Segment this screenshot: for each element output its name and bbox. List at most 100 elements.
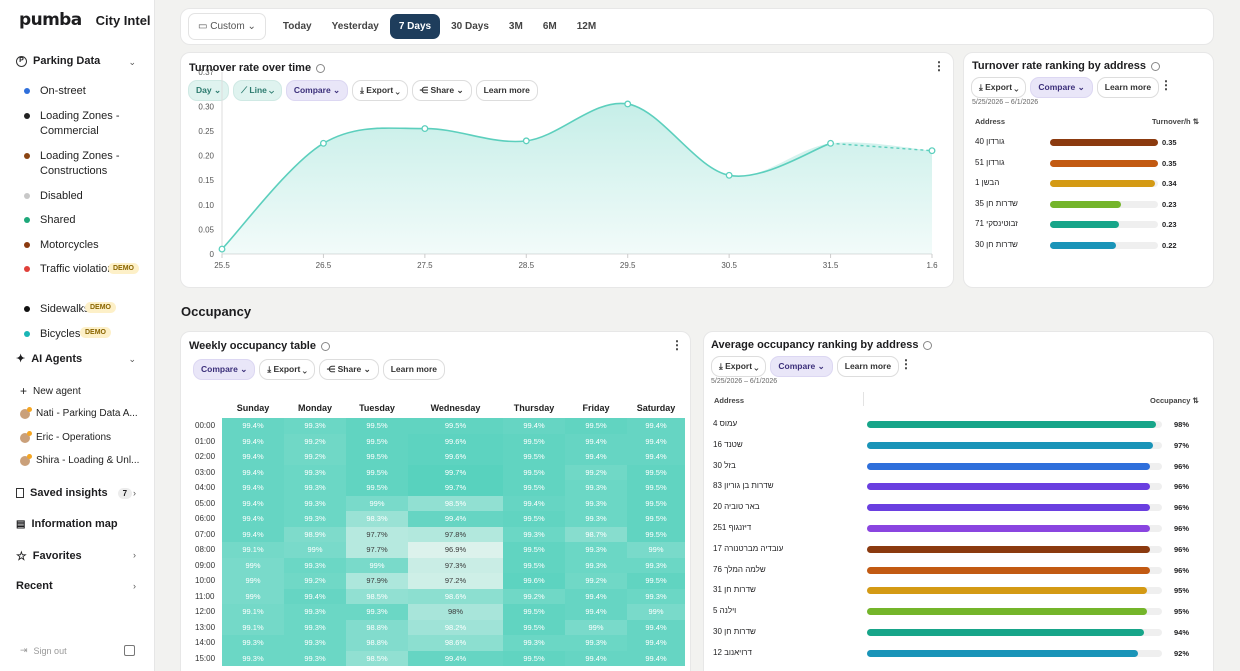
heatmap-cell[interactable]: 99.3% [627,557,685,573]
agent-item[interactable]: Nati - Parking Data A... [20,406,138,419]
export-button[interactable]: ⤓ Export ⌄ [971,77,1027,98]
heatmap-cell[interactable]: 99.5% [627,495,685,511]
range-yesterday[interactable]: Yesterday [331,21,379,32]
nav-recent[interactable]: Recent [16,580,53,592]
heatmap-cell[interactable]: 99.3% [284,650,346,666]
compare-dropdown[interactable]: Compare ⌄ [1030,77,1093,98]
chart-type-dropdown[interactable]: ⟋ Line ⌄ [233,80,282,101]
data-point[interactable] [522,137,530,145]
heatmap-cell[interactable]: 97.9% [346,573,408,589]
heatmap-cell[interactable]: 99% [346,495,408,511]
pumba-logo[interactable]: pumba [19,10,82,30]
heatmap-cell[interactable]: 99.5% [408,418,503,434]
heatmap-cell[interactable]: 99.3% [503,526,565,542]
heatmap-cell[interactable]: 99.4% [565,449,627,465]
heatmap-cell[interactable]: 99.4% [222,464,284,480]
heatmap-cell[interactable]: 99.4% [284,588,346,604]
heatmap-cell[interactable]: 99.3% [284,604,346,620]
heatmap-cell[interactable]: 99.5% [627,511,685,527]
more-menu-icon[interactable]: ⋮ [933,59,945,73]
heatmap-cell[interactable]: 99.5% [503,619,565,635]
heatmap-cell[interactable]: 99.2% [284,573,346,589]
sidebar-item-disabled[interactable]: Disabled [21,189,83,204]
info-icon[interactable] [316,63,326,73]
heatmap-cell[interactable]: 99.5% [346,418,408,434]
heatmap-cell[interactable]: 97.2% [408,573,503,589]
heatmap-cell[interactable]: 99.4% [222,433,284,449]
range-30-days[interactable]: 30 Days [451,21,489,32]
heatmap-cell[interactable]: 99.3% [565,495,627,511]
heatmap-cell[interactable]: 99.4% [222,480,284,496]
heatmap-cell[interactable]: 99% [222,573,284,589]
data-point[interactable] [421,125,429,133]
heatmap-cell[interactable]: 99.4% [627,619,685,635]
heatmap-cell[interactable]: 99.4% [627,449,685,465]
heatmap-cell[interactable]: 99.4% [565,604,627,620]
heatmap-cell[interactable]: 98.2% [408,619,503,635]
heatmap-cell[interactable]: 99.4% [408,511,503,527]
share-button[interactable]: ⋲ Share ⌄ [411,80,472,101]
sidebar-item-loading-zones-commercial[interactable]: Loading Zones - Commercial [21,109,120,139]
info-icon[interactable] [923,340,933,350]
heatmap-cell[interactable]: 98.7% [565,526,627,542]
heatmap-cell[interactable]: 98.9% [284,526,346,542]
heatmap-cell[interactable]: 99.4% [565,433,627,449]
data-point[interactable] [319,139,327,147]
more-menu-icon[interactable]: ⋮ [1160,78,1172,92]
heatmap-cell[interactable]: 99.4% [565,650,627,666]
nav-information-map[interactable]: ▤ Information map [16,518,118,530]
heatmap-cell[interactable]: 99.4% [503,495,565,511]
range-12m[interactable]: 12M [576,21,597,32]
sidebar-item-loading-zones-constructions[interactable]: Loading Zones - Constructions [21,149,120,179]
collapse-sidebar-icon[interactable] [124,645,135,656]
heatmap-cell[interactable]: 99.5% [503,449,565,465]
learn-more-button[interactable]: Learn more [1096,77,1160,98]
heatmap-cell[interactable]: 99.3% [284,418,346,434]
heatmap-cell[interactable]: 99.5% [627,526,685,542]
heatmap-cell[interactable]: 99.2% [565,573,627,589]
heatmap-cell[interactable]: 97.7% [346,542,408,558]
chevron-right-icon[interactable]: › [133,581,136,591]
heatmap-cell[interactable]: 99.3% [565,557,627,573]
data-point[interactable] [624,100,632,108]
sign-out-button[interactable]: ⇥ Sign out [20,645,67,656]
heatmap-cell[interactable]: 99.5% [627,573,685,589]
sidebar-item-traffic-violations[interactable]: Traffic violations [21,262,120,277]
sidebar-item-bicycles[interactable]: Bicycles [21,327,80,342]
column-header-occupancy[interactable]: Occupancy ⇅ [1150,396,1199,405]
heatmap-cell[interactable]: 99.3% [627,588,685,604]
export-button[interactable]: ⤓ Export ⌄ [352,80,408,101]
heatmap-cell[interactable]: 98.8% [346,619,408,635]
data-point[interactable] [928,147,936,155]
heatmap-cell[interactable]: 97.3% [408,557,503,573]
heatmap-cell[interactable]: 99.3% [222,650,284,666]
granularity-dropdown[interactable]: Day ⌄ [188,80,230,101]
range-3m[interactable]: 3M [508,21,523,32]
heatmap-cell[interactable]: 99.6% [408,449,503,465]
column-header-turnover[interactable]: Turnover/h ⇅ [1152,117,1199,126]
heatmap-cell[interactable]: 99% [565,619,627,635]
heatmap-cell[interactable]: 99.3% [565,635,627,651]
heatmap-cell[interactable]: 99.5% [503,433,565,449]
heatmap-cell[interactable]: 99.3% [284,480,346,496]
heatmap-cell[interactable]: 99.4% [627,635,685,651]
share-button[interactable]: ⋲ Share ⌄ [318,359,379,380]
agent-item[interactable]: Shira - Loading & Unl... [20,453,139,466]
heatmap-cell[interactable]: 99.5% [565,418,627,434]
heatmap-cell[interactable]: 99.2% [565,464,627,480]
heatmap-cell[interactable]: 99.5% [503,650,565,666]
heatmap-cell[interactable]: 99.5% [346,449,408,465]
heatmap-cell[interactable]: 99.5% [503,464,565,480]
sidebar-item-motorcycles[interactable]: Motorcycles [21,238,99,253]
chevron-right-icon[interactable]: › [133,550,136,560]
heatmap-cell[interactable]: 99.3% [284,464,346,480]
range-6m[interactable]: 6M [542,21,557,32]
heatmap-cell[interactable]: 99% [284,542,346,558]
sidebar-item-on-street[interactable]: On-street [21,84,86,99]
heatmap-cell[interactable]: 99.3% [503,635,565,651]
chevron-down-icon[interactable]: ⌄ [128,57,136,67]
heatmap-cell[interactable]: 99.4% [565,588,627,604]
chevron-down-icon[interactable]: ⌄ [128,354,136,364]
heatmap-cell[interactable]: 99.4% [222,449,284,465]
heatmap-cell[interactable]: 98.6% [408,635,503,651]
